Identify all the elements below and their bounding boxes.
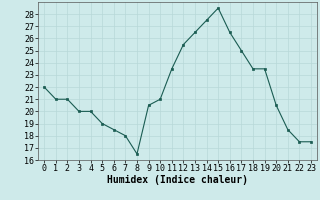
X-axis label: Humidex (Indice chaleur): Humidex (Indice chaleur) [107,175,248,185]
